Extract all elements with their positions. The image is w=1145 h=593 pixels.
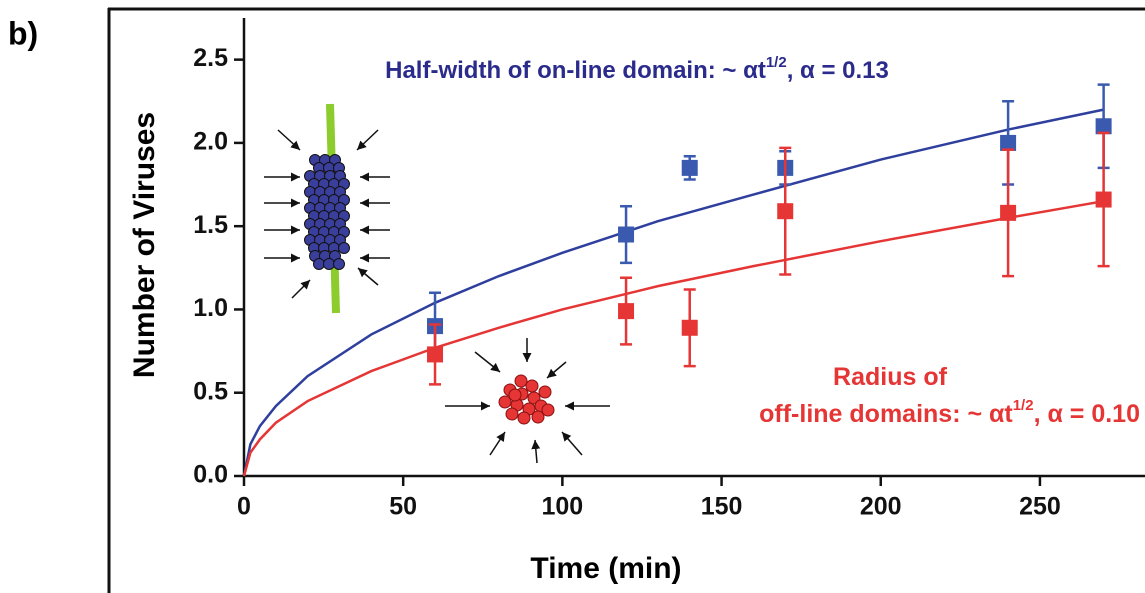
- annotation-text: , α = 0.10: [1034, 400, 1140, 428]
- x-tick-label: 50: [389, 493, 417, 521]
- arrow: [489, 431, 506, 456]
- virus: [505, 407, 519, 421]
- annotation: Radius of: [833, 363, 948, 391]
- virus: [508, 388, 522, 402]
- arrow: [474, 351, 501, 373]
- virus: [514, 374, 528, 388]
- y-axis-title: Number of Viruses: [128, 112, 161, 378]
- annotation-superscript: 1/2: [766, 54, 787, 71]
- point: [1000, 204, 1017, 221]
- annotation: off-line domains: ~ αt1/2, α = 0.10: [759, 397, 1140, 428]
- virus: [323, 258, 335, 270]
- arrow: [546, 361, 567, 379]
- point: [681, 159, 698, 176]
- point: [618, 303, 635, 320]
- annotation-text: off-line domains: ~ αt: [759, 400, 1013, 428]
- x-tick-label: 200: [860, 493, 902, 521]
- y-tick-label: 0.5: [193, 377, 228, 405]
- x-axis-title: Time (min): [530, 552, 681, 585]
- arrow: [531, 439, 541, 464]
- illustration: [264, 103, 610, 464]
- y-tick-label: 1.5: [193, 211, 228, 239]
- virus: [313, 258, 325, 270]
- point: [1095, 191, 1112, 208]
- point: [777, 203, 794, 220]
- annotation: Half-width of on-line domain: ~ αt1/2, α…: [385, 54, 889, 84]
- panel-label: b): [8, 15, 38, 51]
- virus: [538, 385, 552, 399]
- annotation-text: Half-width of on-line domain: ~ αt: [385, 57, 766, 84]
- x-tick-label: 150: [701, 493, 743, 521]
- virus: [517, 411, 531, 425]
- virus: [525, 379, 539, 393]
- y-tick-label: 2.0: [193, 128, 228, 156]
- arrow: [277, 129, 301, 151]
- x-tick-label: 250: [1019, 493, 1061, 521]
- y-tick-label: 0.0: [193, 461, 228, 489]
- virus: [498, 395, 512, 409]
- annotation-text: Radius of: [833, 363, 948, 391]
- y-tick-label: 1.0: [193, 294, 228, 322]
- y-tick-label: 2.5: [193, 44, 228, 72]
- x-tick-label: 100: [542, 493, 584, 521]
- point: [1000, 134, 1017, 151]
- arrow: [357, 267, 379, 286]
- arrow: [561, 431, 583, 456]
- arrow: [291, 279, 311, 299]
- annotation-text: , α = 0.13: [787, 57, 889, 84]
- point: [681, 319, 698, 336]
- annotation-superscript: 1/2: [1013, 397, 1034, 414]
- point: [1095, 118, 1112, 135]
- virus: [338, 242, 350, 254]
- x-tick-label: 0: [237, 493, 251, 521]
- fit-line: [242, 199, 1104, 477]
- virus: [541, 403, 555, 417]
- point: [427, 346, 444, 363]
- virus: [333, 258, 345, 270]
- arrow: [356, 129, 379, 151]
- fit-line: [242, 108, 1104, 477]
- point: [618, 226, 635, 243]
- virus: [531, 410, 545, 424]
